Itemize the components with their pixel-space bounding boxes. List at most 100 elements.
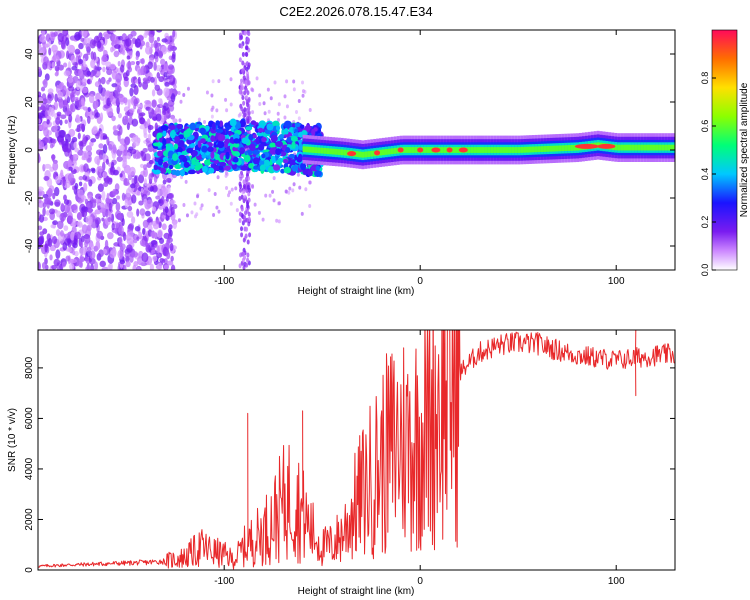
spectrogram-cell	[125, 111, 131, 116]
spectrogram-cell	[45, 33, 51, 42]
spectrogram-cell	[174, 170, 182, 177]
spectrogram-cell	[134, 225, 141, 232]
spectrogram-cell	[140, 188, 144, 194]
spectrogram-cell	[109, 250, 117, 259]
spectrogram-cell	[490, 147, 494, 153]
spectrogram-cell	[596, 142, 600, 149]
spectrogram-cell	[266, 123, 274, 131]
spectrogram-cell	[217, 134, 226, 142]
spectrogram-cell	[102, 66, 106, 73]
spectrogram-hotspot	[458, 147, 468, 153]
spectrogram-cell	[51, 44, 58, 53]
x-tick-label: 0	[417, 276, 423, 287]
spectrogram-cell	[77, 132, 81, 140]
spectrogram-cell	[287, 190, 291, 195]
spectrogram-cell	[243, 112, 247, 118]
spectrogram-cell	[245, 102, 249, 108]
spectrogram-cell	[129, 87, 134, 97]
y-tick-label: 40	[24, 48, 35, 60]
spectrogram-cell	[125, 38, 132, 47]
spectrogram-cell	[213, 192, 217, 197]
spectrogram-cell	[258, 143, 265, 151]
spectrogram-cell	[167, 44, 173, 52]
spectrogram-cell	[239, 176, 243, 181]
spectrogram-cell	[77, 189, 84, 198]
spectrogram-cell	[126, 122, 130, 131]
spectrogram-cell	[143, 132, 148, 139]
spectrogram-cell	[244, 210, 248, 216]
spectrogram-cell	[172, 153, 179, 162]
spectrogram-cell	[262, 101, 266, 106]
spectrogram-cell	[144, 99, 151, 105]
spectrogram-cell	[66, 215, 73, 225]
spectrogram-cell	[238, 89, 242, 95]
spectrogram-cell	[124, 252, 131, 258]
spectrogram-cell	[47, 88, 54, 94]
spectrogram-cell	[90, 138, 97, 143]
spectrogram-cell	[511, 147, 515, 153]
spectrogram-cell	[242, 100, 246, 106]
spectrogram-cell	[240, 251, 244, 257]
spectrogram-cell	[78, 247, 86, 256]
spectrogram-cell	[228, 190, 232, 195]
spectrogram-cell	[652, 144, 656, 151]
spectrogram-cell	[143, 178, 148, 186]
spectrogram-cell	[245, 115, 249, 121]
spectrogram-cell	[334, 148, 338, 155]
spectrogram-cell	[127, 66, 133, 73]
spectrogram-cell	[233, 142, 240, 148]
spectrogram-cell	[110, 46, 114, 53]
spectrogram-cell	[229, 102, 233, 107]
spectrogram-cell	[70, 204, 78, 211]
spectrogram-cell	[138, 200, 144, 206]
spectrogram-cell	[67, 172, 75, 182]
spectrogram-cell	[83, 163, 89, 173]
spectrogram-cell	[135, 60, 140, 66]
spectrogram-cell	[210, 135, 215, 143]
spectrogram-cell	[234, 186, 238, 191]
spectrogram-cell	[169, 130, 176, 139]
spectrogram-cell	[614, 144, 618, 151]
spectrogram-cell	[83, 182, 88, 192]
spectrogram-cell	[248, 134, 254, 141]
spectrogram-cell	[148, 173, 153, 182]
spectrogram-cell	[271, 189, 275, 194]
spectrogram-cell	[283, 128, 289, 135]
spectrogram-cell	[81, 209, 88, 218]
spectrogram-cell	[138, 117, 145, 125]
spectrogram-cell	[116, 105, 120, 115]
spectrogram-cell	[127, 98, 131, 109]
spectrogram-cell	[109, 63, 116, 70]
spectrogram-cell	[114, 39, 121, 45]
spectrogram-cell	[185, 213, 189, 218]
spectrogram-cell	[523, 146, 527, 153]
spectrogram-cell	[203, 119, 207, 124]
spectrogram-cell	[54, 71, 59, 77]
spectrogram-cell	[283, 166, 292, 174]
spectrogram-cell	[81, 78, 87, 85]
spectrogram-cell	[247, 197, 251, 203]
spectrogram-cell	[125, 260, 131, 268]
spectrogram-cell	[118, 94, 125, 103]
spectrogram-cell	[429, 147, 433, 153]
spectrogram-cell	[141, 151, 147, 162]
spectrogram-cell	[150, 240, 158, 245]
spectrogram-cell	[86, 224, 92, 232]
spectrogram-cell	[225, 151, 230, 160]
spectrogram-cell	[218, 164, 224, 171]
spectrogram-cell	[667, 144, 671, 151]
spectrogram-cell	[139, 239, 146, 247]
spectrogram-cell	[146, 183, 152, 188]
spectrogram-cell	[263, 159, 271, 167]
spectrogram-cell	[111, 223, 115, 231]
spectrogram-cell	[238, 196, 242, 202]
spectrogram-cell	[285, 147, 291, 154]
spectrogram-cell	[329, 148, 333, 155]
spectrogram-cell	[64, 237, 71, 246]
spectrogram-cell	[296, 172, 300, 177]
spectrogram-cell	[241, 51, 245, 57]
spectrogram-cell	[253, 202, 257, 207]
spectrogram-cell	[115, 222, 121, 229]
x-tick-label: 0	[417, 576, 423, 587]
x-tick-label: -100	[214, 276, 234, 287]
